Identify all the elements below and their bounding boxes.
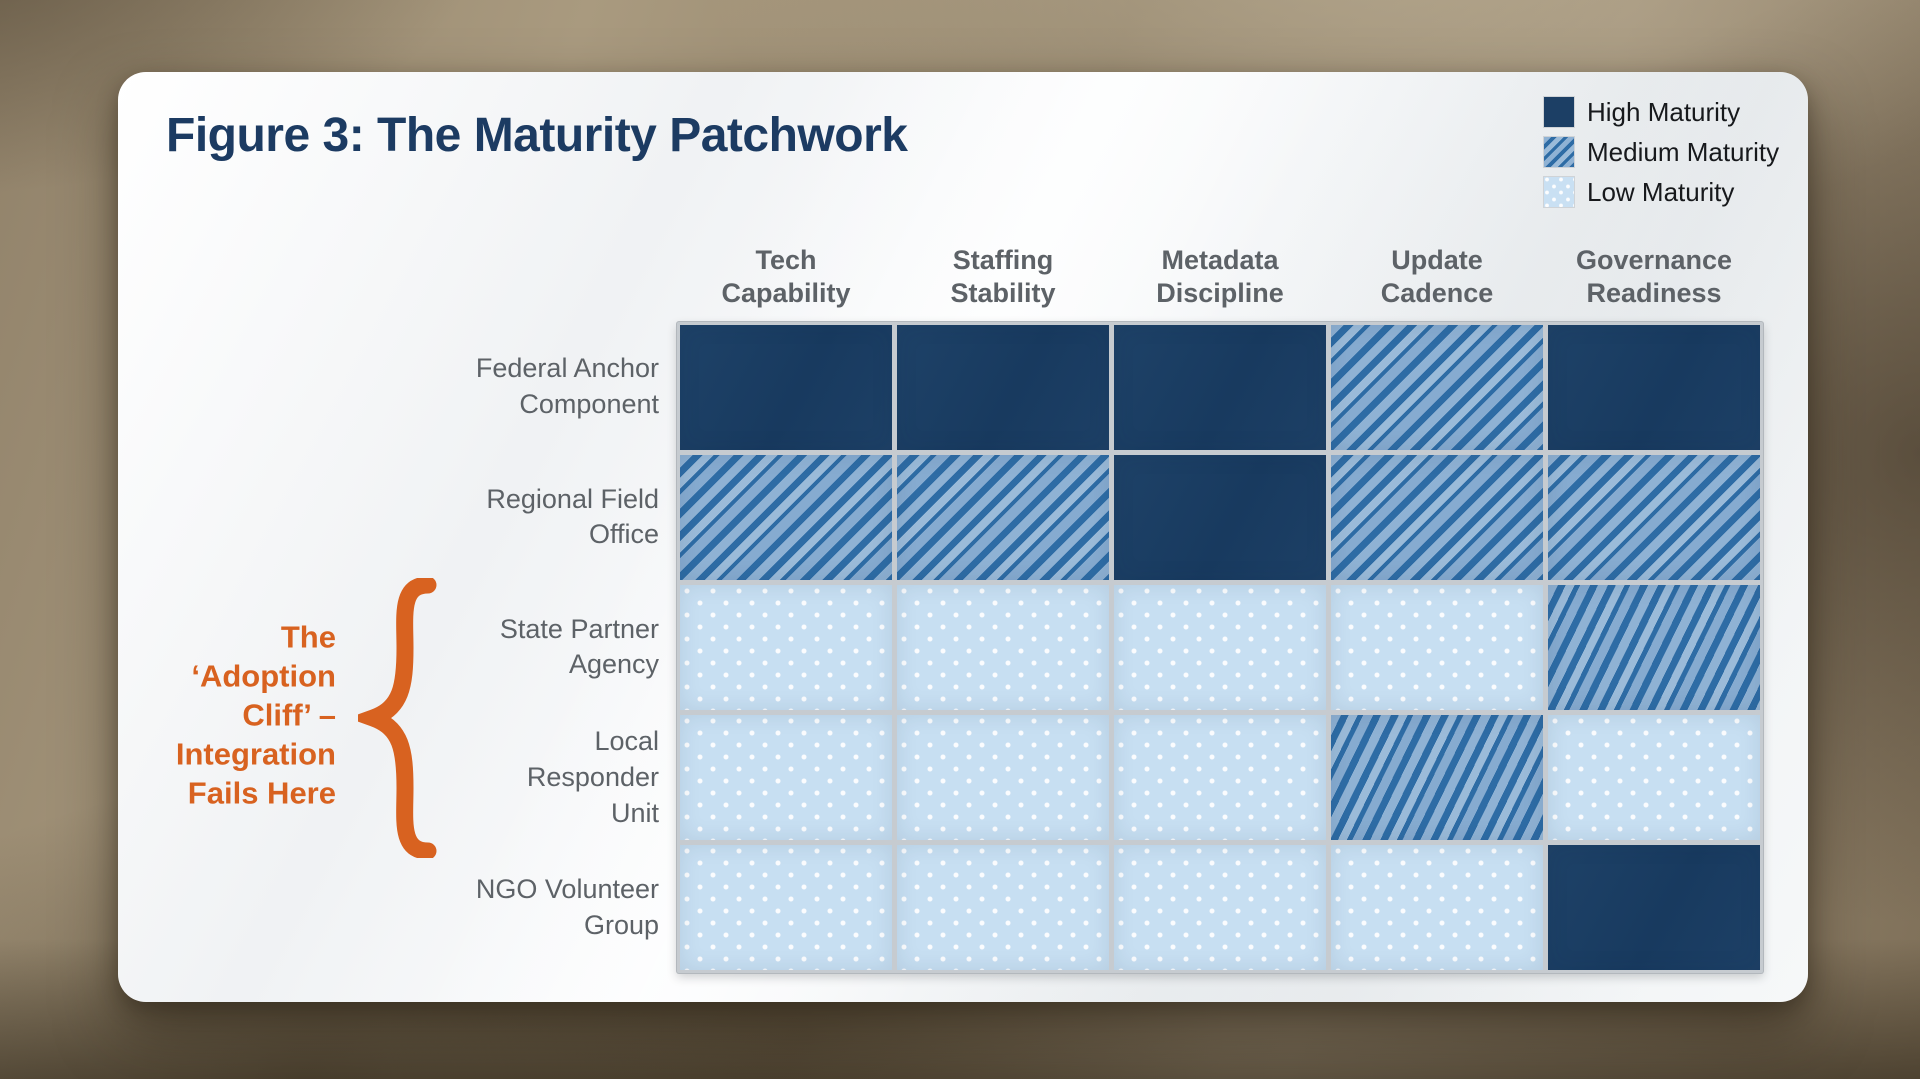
grid-cell-r5-c1-low (680, 845, 892, 970)
column-header-3: Metadata Discipline (1156, 245, 1284, 309)
column-header-5: Governance Readiness (1575, 245, 1733, 309)
legend-label-high: High Maturity (1587, 96, 1741, 127)
legend-label-medium: Medium Maturity (1587, 136, 1780, 167)
legend-item-medium: Medium Maturity (1543, 136, 1779, 168)
figure-card: Figure 3: The Maturity Patchwork High Ma… (118, 72, 1808, 1002)
grid-cell-r4-c2-low (897, 715, 1109, 840)
grid-cell-r2-c1-medium (680, 455, 892, 580)
grid-cell-r5-c2-low (897, 845, 1109, 970)
grid-cell-r2-c2-medium (897, 455, 1109, 580)
row-label-3: State Partner Agency (499, 613, 659, 680)
grid-cell-r4-c1-low (680, 715, 892, 840)
adoption-cliff-brace-icon (358, 578, 437, 858)
row-labels: Federal Anchor Component Regional Field O… (118, 322, 659, 973)
column-header-4: Update Cadence (1380, 245, 1494, 309)
grid-cell-r1-c2-high (897, 325, 1109, 450)
grid-cell-r1-c5-high (1548, 325, 1760, 450)
row-label-2: Regional Field Office (486, 483, 659, 550)
row-label-1: Federal Anchor Component (475, 353, 659, 420)
grid-cell-r5-c4-low (1331, 845, 1543, 970)
legend-item-high: High Maturity (1543, 96, 1779, 128)
grid-cell-r1-c1-high (680, 325, 892, 450)
grid-cell-r4-c3-low (1114, 715, 1326, 840)
grid-cell-r3-c1-low (680, 585, 892, 710)
grid-cell-r1-c4-medium (1331, 325, 1543, 450)
figure-title: Figure 3: The Maturity Patchwork (166, 109, 908, 162)
high-maturity-swatch-icon (1543, 96, 1575, 128)
grid-cell-r2-c3-high (1114, 455, 1326, 580)
adoption-cliff-annotation: The ‘Adoption Cliff’ – Integration Fails… (175, 619, 336, 811)
medium-maturity-swatch-icon (1543, 136, 1575, 168)
grid-cell-r2-c4-medium (1331, 455, 1543, 580)
grid-cell-r1-c3-high (1114, 325, 1326, 450)
row-label-4: Local Responder Unit (526, 726, 659, 828)
grid-cell-r2-c5-medium (1548, 455, 1760, 580)
column-headers: Tech Capability Staffing Stability Metadat… (677, 234, 1763, 318)
grid-cell-r3-c2-low (897, 585, 1109, 710)
grid-cell-r4-c4-medium (1331, 715, 1543, 840)
grid-cell-r3-c5-medium (1548, 585, 1760, 710)
low-maturity-swatch-icon (1543, 176, 1575, 208)
maturity-grid (677, 322, 1763, 973)
legend-label-low: Low Maturity (1587, 176, 1735, 207)
grid-cell-r4-c5-low (1548, 715, 1760, 840)
grid-cell-r3-c3-low (1114, 585, 1326, 710)
grid-cell-r5-c3-low (1114, 845, 1326, 970)
grid-cell-r3-c4-low (1331, 585, 1543, 710)
column-header-1: Tech Capability (721, 245, 851, 309)
legend: High Maturity Medium Maturity Low Maturity (1543, 96, 1779, 208)
legend-item-low: Low Maturity (1543, 176, 1779, 208)
row-label-5: NGO Volunteer Group (475, 874, 659, 940)
grid-cell-r5-c5-high (1548, 845, 1760, 970)
column-header-2: Staffing Stability (950, 245, 1056, 309)
